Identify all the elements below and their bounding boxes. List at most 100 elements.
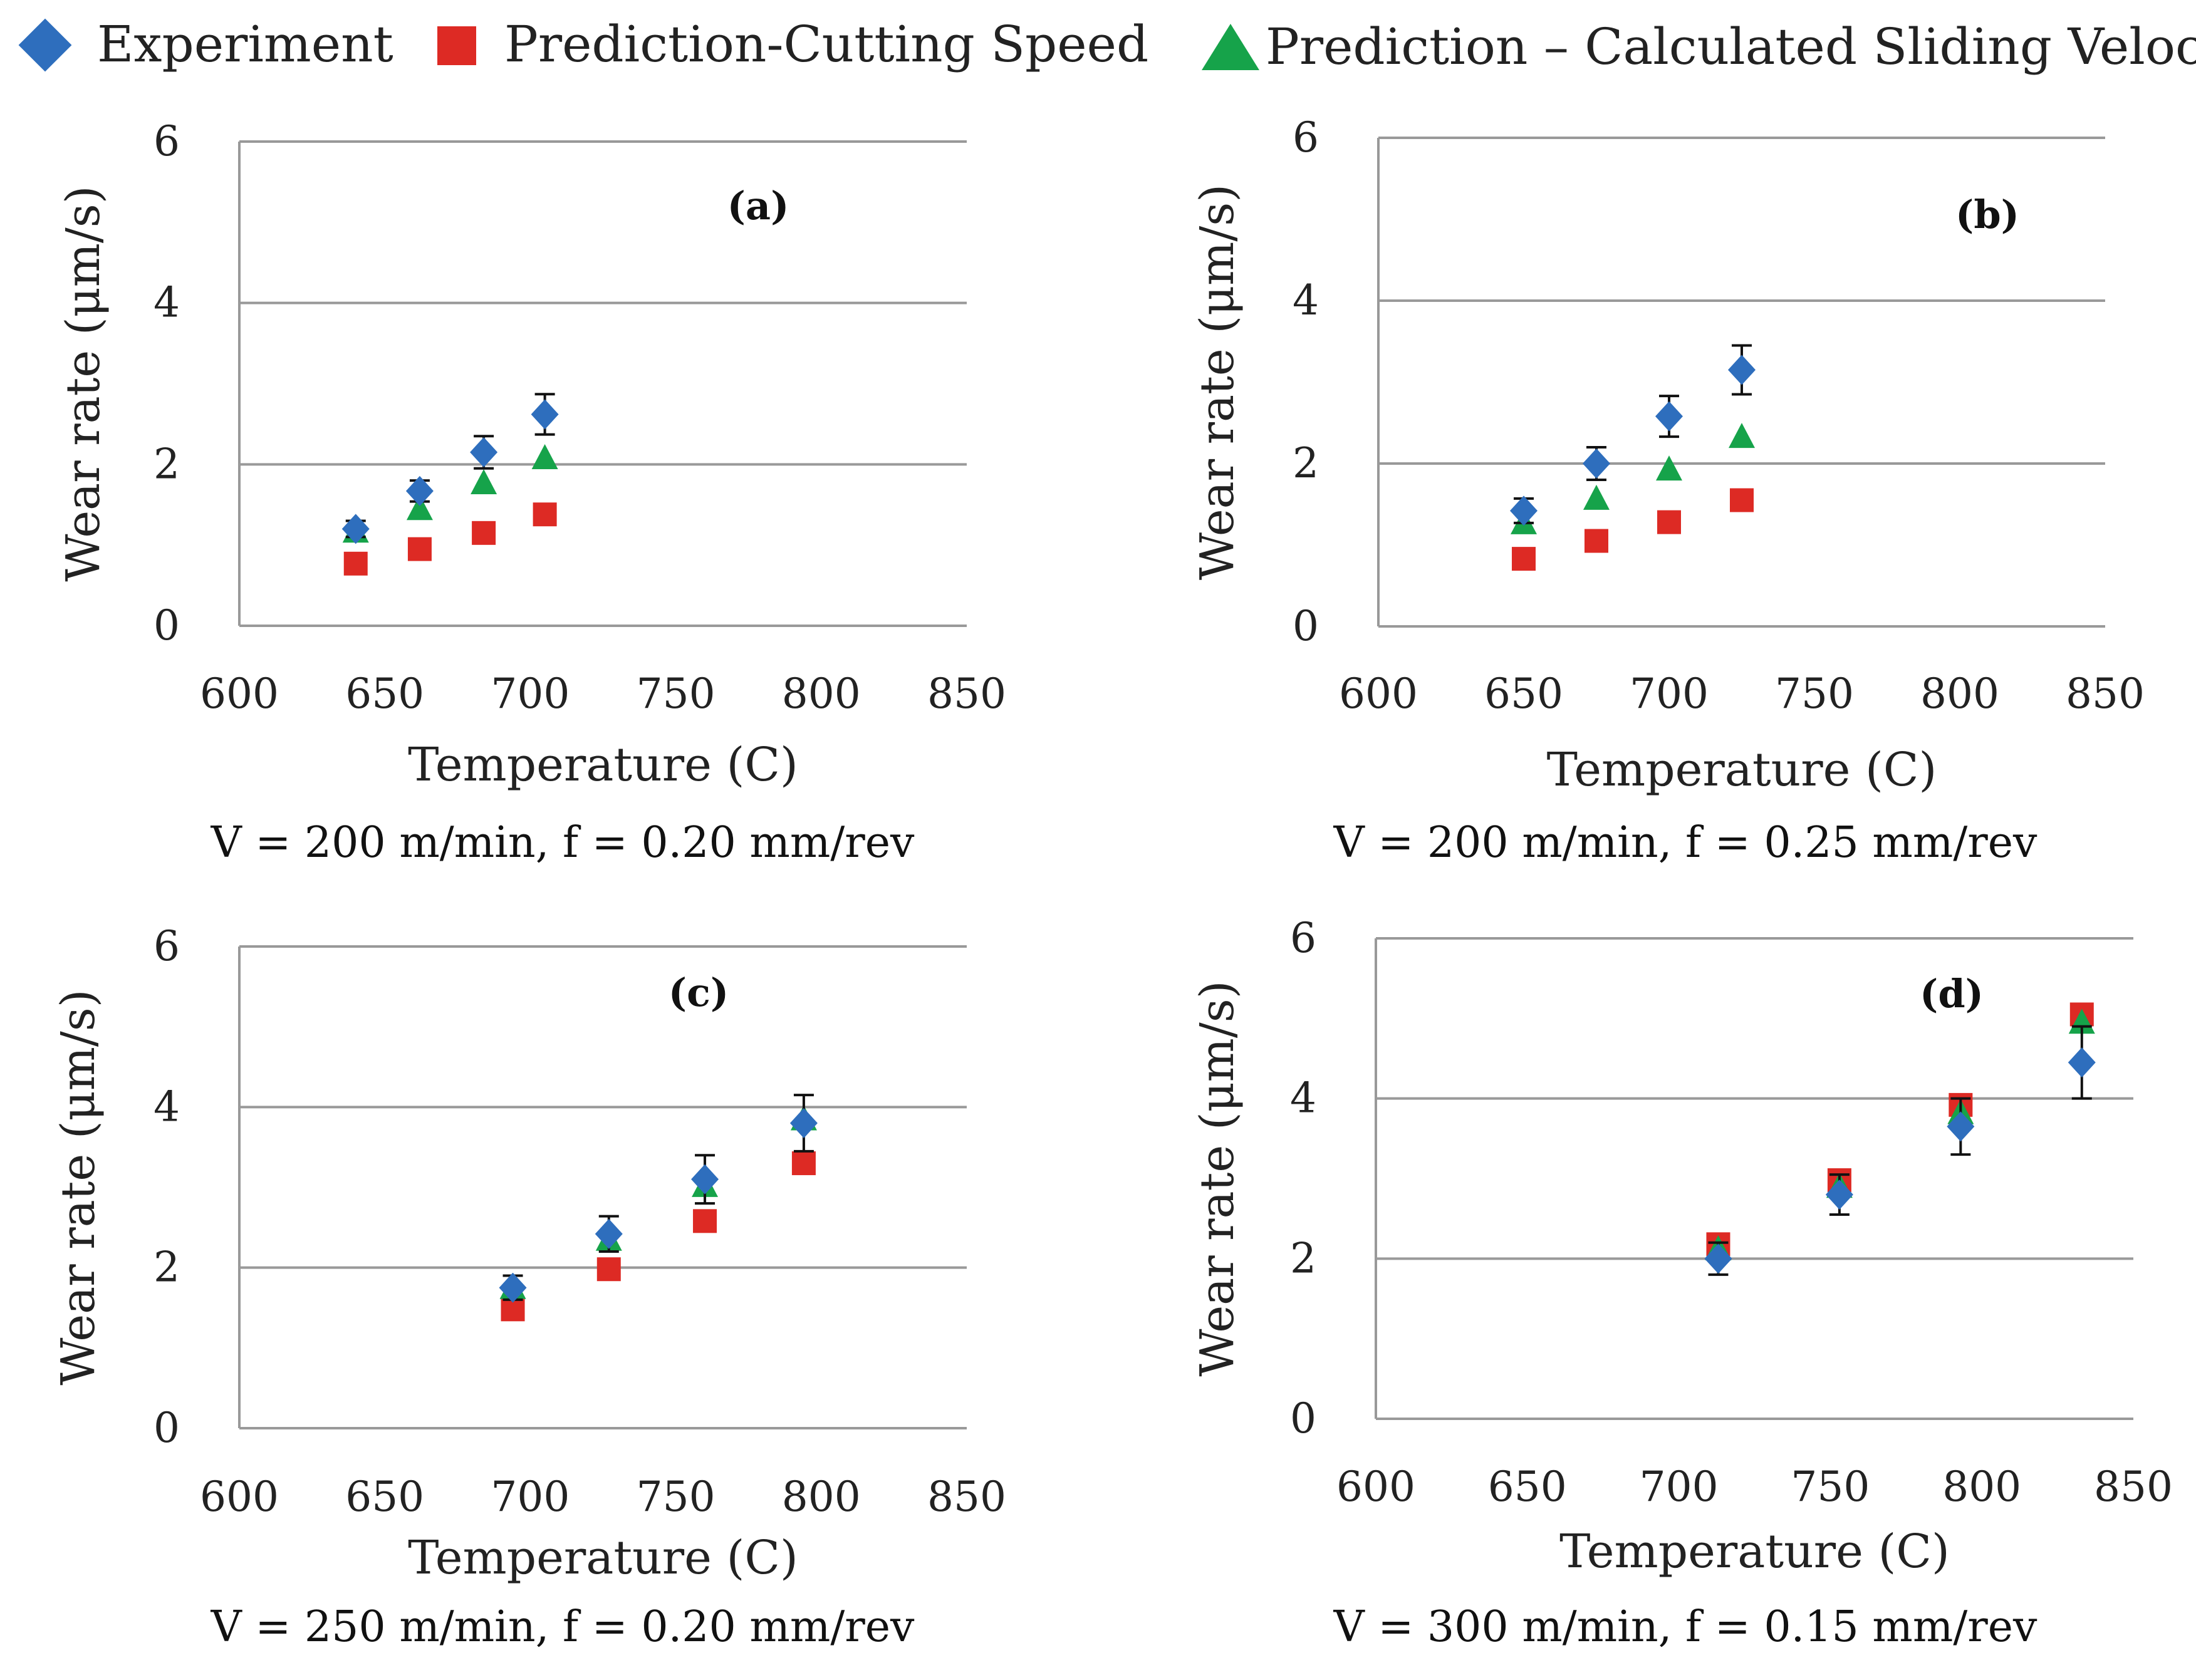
y-tick-label: 6 [154,922,180,970]
y-axis-title: Wear rate (μm/s) [56,185,110,581]
x-tick-label: 700 [491,670,570,718]
x-axis-title: Temperature (C) [1559,1525,1950,1579]
x-axis-title: Temperature (C) [1547,743,1937,797]
y-tick-label: 0 [1290,1394,1316,1443]
legend-experiment-icon [18,18,72,72]
y-tick-label: 4 [154,1082,180,1131]
cutting-speed-point [533,502,557,527]
experiment-point [2068,1047,2096,1078]
y-tick-label: 2 [154,440,180,488]
sliding-velocity-point [1729,423,1755,449]
panel-label: (d) [1920,971,1984,1017]
panel-caption: V = 200 m/min, f = 0.20 mm/rev [211,818,915,868]
y-tick-label: 6 [154,117,180,165]
x-tick-label: 650 [1484,670,1563,718]
x-tick-label: 650 [1488,1463,1567,1511]
x-tick-label: 850 [2094,1463,2173,1511]
x-tick-label: 700 [1630,670,1709,718]
y-tick-label: 4 [1293,276,1319,324]
x-tick-label: 850 [2066,670,2145,718]
chart-panel-c: 0 2 4 6 600 650 700 750 800 850 Temperature (C) Wea… [51,922,1006,1652]
experiment-point [1728,355,1756,385]
sliding-velocity-point [406,495,433,521]
y-tick-label: 0 [154,1404,180,1452]
cutting-speed-point [1730,488,1754,512]
panel-caption: V = 200 m/min, f = 0.25 mm/rev [1333,818,2037,868]
cutting-speed-point [343,551,368,576]
x-tick-label: 650 [345,1473,424,1521]
cutting-speed-point [1585,529,1608,553]
x-axis-title: Temperature (C) [408,738,798,792]
x-tick-label: 800 [1942,1463,2021,1511]
x-tick-label: 750 [1775,670,1854,718]
x-tick-label: 800 [782,670,861,718]
x-tick-label: 700 [491,1473,570,1521]
y-tick-label: 4 [154,279,180,327]
experiment-point [341,514,370,544]
y-tick-label: 6 [1290,914,1316,962]
experiment-point [499,1272,527,1303]
y-tick-label: 0 [154,601,180,650]
y-tick-label: 2 [154,1243,180,1292]
y-tick-label: 4 [1290,1074,1316,1123]
panel-caption: V = 250 m/min, f = 0.20 mm/rev [211,1602,915,1652]
chart-panel-d: 0 2 4 6 600 650 700 750 800 850 Temperature (C) Wea… [1190,914,2173,1652]
legend-cutting-icon [437,26,476,65]
y-tick-label: 6 [1293,113,1319,162]
cutting-speed-point [596,1257,621,1282]
experiment-point [595,1218,623,1249]
experiment-point [1704,1243,1732,1274]
experiment-point [1947,1111,1975,1142]
panel-label: (b) [1955,192,2019,237]
x-tick-label: 600 [200,1473,279,1521]
x-tick-label: 750 [1791,1463,1870,1511]
x-tick-label: 700 [1640,1463,1719,1511]
x-tick-label: 850 [927,670,1006,718]
y-tick-label: 2 [1290,1234,1316,1282]
x-tick-label: 750 [637,1473,716,1521]
cutting-speed-point [791,1151,816,1176]
x-tick-label: 850 [927,1473,1006,1521]
legend-sliding-icon [1202,24,1259,70]
x-tick-label: 600 [1339,670,1418,718]
x-tick-label: 800 [782,1473,861,1521]
cutting-speed-point [1657,510,1681,534]
sliding-velocity-point [471,469,497,494]
legend-sliding-label: Prediction – Calculated Sliding Velocity [1266,18,2196,76]
experiment-point [691,1164,719,1195]
sliding-velocity-point [531,444,558,470]
panel-label: (a) [727,183,789,229]
experiment-point [1825,1180,1853,1210]
y-axis-title: Wear rate (μm/s) [51,989,105,1385]
chart-panel-b: 0 2 4 6 600 650 700 750 800 850 Temperature (C) Wea… [1190,113,2145,868]
experiment-point [1655,401,1683,432]
experiment-point [1510,495,1538,526]
cutting-speed-point [407,537,432,561]
x-tick-label: 600 [200,670,279,718]
chart-panel-a: 0 2 4 6 600 650 700 750 800 850 Temperature (C) Wea… [56,117,1006,868]
panel-caption: V = 300 m/min, f = 0.15 mm/rev [1333,1602,2037,1652]
x-tick-label: 650 [345,670,424,718]
sliding-velocity-point [1656,455,1682,481]
y-tick-label: 2 [1293,439,1319,487]
x-tick-label: 800 [1920,670,1999,718]
x-tick-label: 750 [637,670,716,718]
x-axis-title: Temperature (C) [408,1531,798,1585]
experiment-point [1583,449,1610,479]
cutting-speed-point [693,1209,717,1233]
y-axis-title: Wear rate (μm/s) [1190,184,1244,580]
y-axis-title: Wear rate (μm/s) [1190,980,1244,1376]
legend-cutting-label: Prediction-Cutting Speed [504,15,1148,73]
experiment-point [405,475,434,506]
y-tick-label: 0 [1293,602,1319,650]
experiment-point [470,437,498,468]
experiment-point [789,1107,818,1138]
legend-experiment-label: Experiment [97,15,393,73]
cutting-speed-point [472,521,496,545]
x-tick-label: 600 [1336,1463,1415,1511]
experiment-point [531,399,559,430]
legend: Experiment Prediction-Cutting Speed Pred… [18,15,2196,76]
panel-label: (c) [669,970,729,1015]
cutting-speed-point [1512,547,1536,571]
